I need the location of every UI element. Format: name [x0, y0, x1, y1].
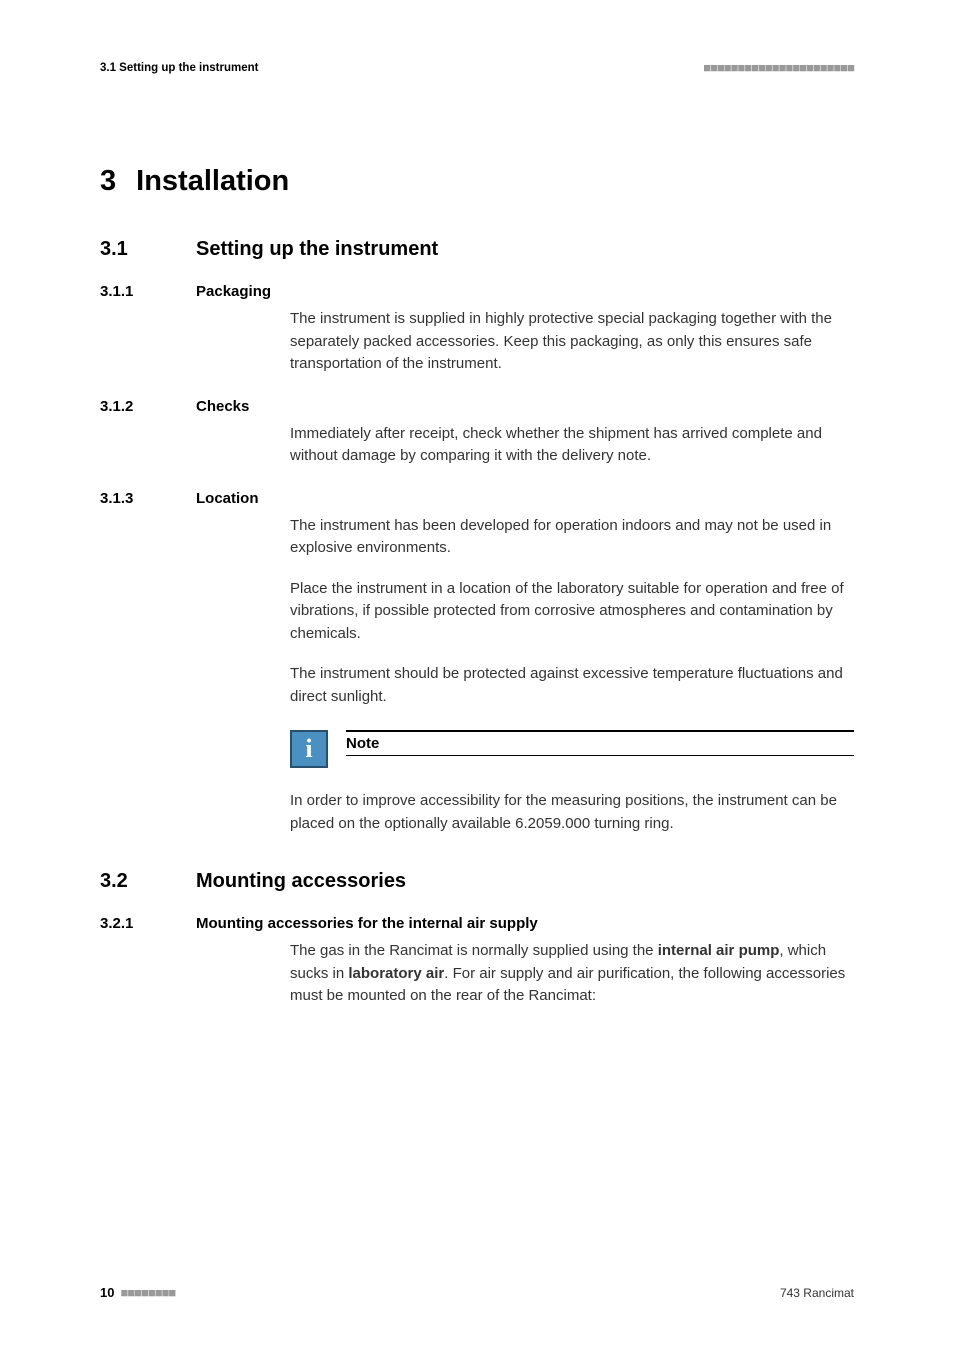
section-number: 3.2 [100, 870, 196, 893]
info-icon: i [290, 730, 328, 768]
subsection-3-2-1-heading: 3.2.1 Mounting accessories for the inter… [100, 915, 854, 932]
bold-text: internal air pump [658, 942, 780, 959]
text-span: The gas in the Rancimat is normally supp… [290, 942, 658, 959]
page-footer: 10 ■■■■■■■■ 743 Rancimat [100, 1285, 854, 1300]
subsection-number: 3.1.2 [100, 398, 196, 415]
subsection-3-1-2-heading: 3.1.2 Checks [100, 398, 854, 415]
page-header: 3.1 Setting up the instrument ■■■■■■■■■■… [100, 60, 854, 75]
body-paragraph: The instrument is supplied in highly pro… [290, 308, 854, 376]
subsection-title: Checks [196, 398, 249, 415]
body-paragraph: The instrument should be protected again… [290, 663, 854, 708]
subsection-number: 3.1.1 [100, 283, 196, 300]
chapter-number: 3 [100, 165, 116, 197]
body-paragraph: The gas in the Rancimat is normally supp… [290, 940, 854, 1008]
info-icon-glyph: i [305, 734, 312, 764]
section-number: 3.1 [100, 238, 196, 261]
chapter-title-text: Installation [136, 165, 289, 197]
section-title: Setting up the instrument [196, 238, 438, 261]
footer-left: 10 ■■■■■■■■ [100, 1285, 175, 1300]
note-rule-top [346, 730, 854, 732]
subsection-title: Location [196, 490, 259, 507]
body-paragraph: The instrument has been developed for op… [290, 515, 854, 560]
note-header: i Note [290, 730, 854, 768]
header-dots: ■■■■■■■■■■■■■■■■■■■■■■ [703, 60, 854, 75]
subsection-number: 3.2.1 [100, 915, 196, 932]
section-3-1-heading: 3.1 Setting up the instrument [100, 238, 854, 261]
subsection-3-1-3-heading: 3.1.3 Location [100, 490, 854, 507]
bold-text: laboratory air [348, 965, 444, 982]
page-number: 10 [100, 1285, 114, 1300]
note-text: In order to improve accessibility for th… [290, 790, 854, 835]
note-rule-bottom [346, 755, 854, 756]
subsection-number: 3.1.3 [100, 490, 196, 507]
footer-document-name: 743 Rancimat [780, 1286, 854, 1300]
chapter-title: 3 Installation [100, 165, 854, 198]
note-label: Note [346, 735, 854, 755]
section-title: Mounting accessories [196, 870, 406, 893]
note-box: i Note In order to improve accessibility… [290, 730, 854, 835]
body-paragraph: Immediately after receipt, check whether… [290, 423, 854, 468]
subsection-title: Packaging [196, 283, 271, 300]
footer-dots: ■■■■■■■■ [120, 1285, 175, 1300]
subsection-title: Mounting accessories for the internal ai… [196, 915, 538, 932]
header-section-ref: 3.1 Setting up the instrument [100, 62, 258, 74]
subsection-3-1-1-heading: 3.1.1 Packaging [100, 283, 854, 300]
body-paragraph: Place the instrument in a location of th… [290, 578, 854, 646]
section-3-2-heading: 3.2 Mounting accessories [100, 870, 854, 893]
note-label-wrap: Note [346, 730, 854, 756]
